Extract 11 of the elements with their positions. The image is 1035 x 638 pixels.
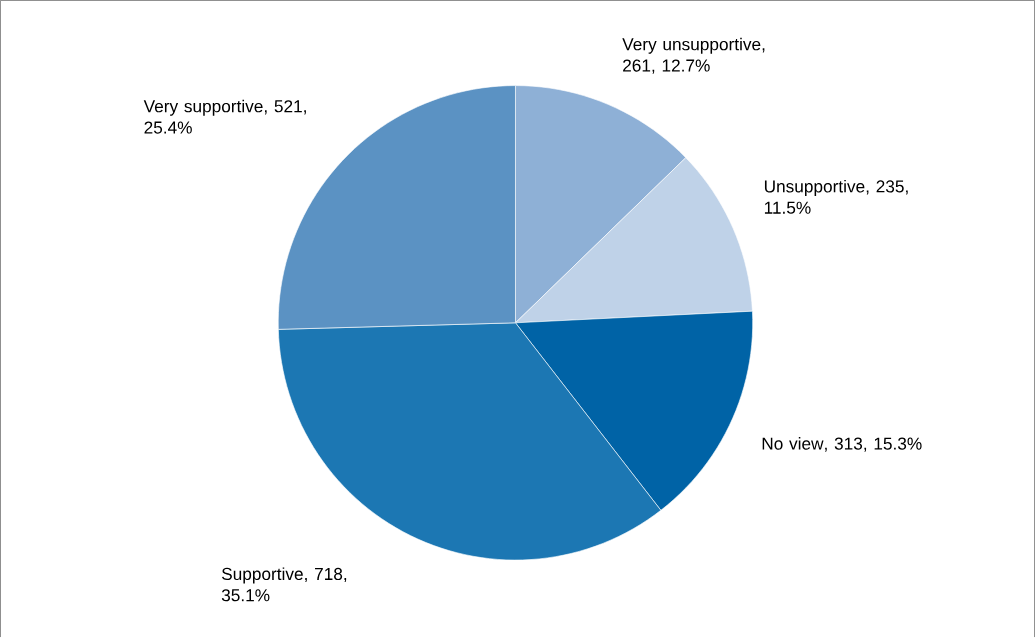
slice-label: Supportive [221,567,303,584]
text: 35.1% [221,589,270,602]
slice-label: Very supportive [143,99,263,117]
text: , 521, [264,100,306,115]
slice-label: No view [762,437,824,450]
slice-label: Unsupportive [764,180,865,197]
data-label: , 313, 15.3% [825,437,922,452]
text: , 235, [866,180,908,195]
text: 25.4% [144,121,192,134]
text: 11.5% [764,201,811,215]
text: , 718, [305,568,347,583]
